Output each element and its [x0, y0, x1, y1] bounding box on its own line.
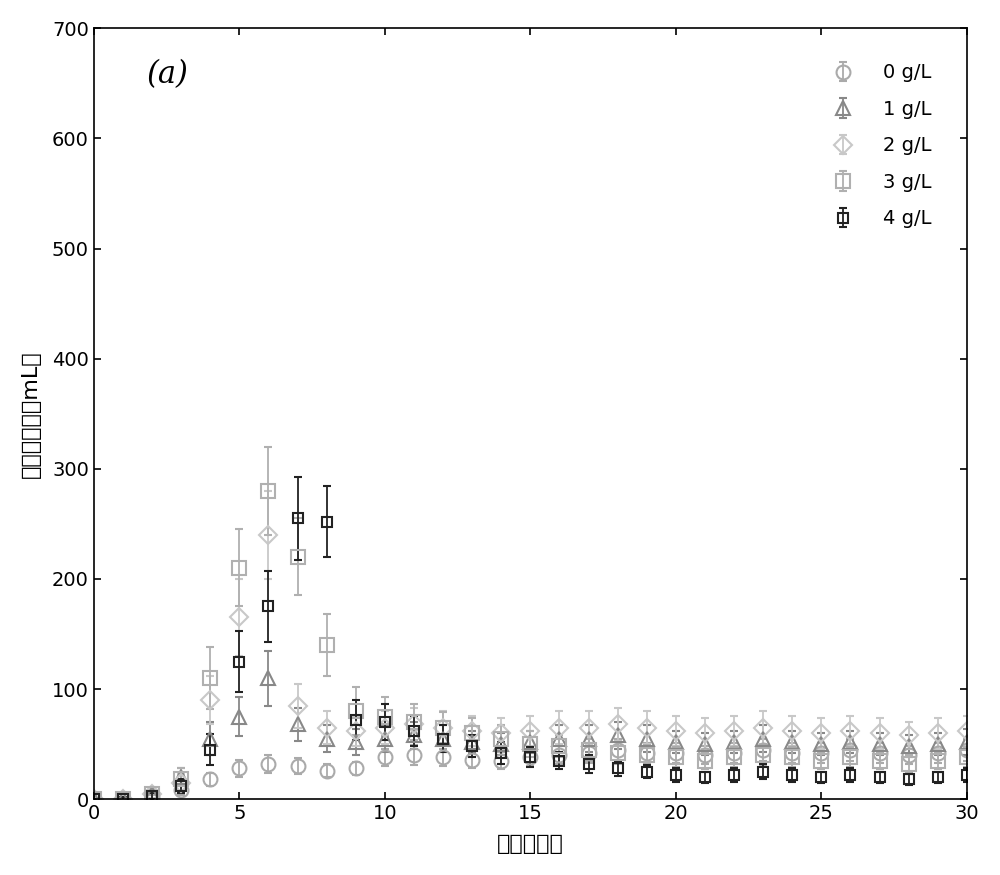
X-axis label: 时间（天）: 时间（天）	[497, 834, 564, 854]
Legend: 0 g/L, 1 g/L, 2 g/L, 3 g/L, 4 g/L: 0 g/L, 1 g/L, 2 g/L, 3 g/L, 4 g/L	[804, 48, 947, 244]
Y-axis label: 甲烷日产量（mL）: 甲烷日产量（mL）	[21, 350, 41, 478]
Text: (a): (a)	[146, 60, 188, 90]
